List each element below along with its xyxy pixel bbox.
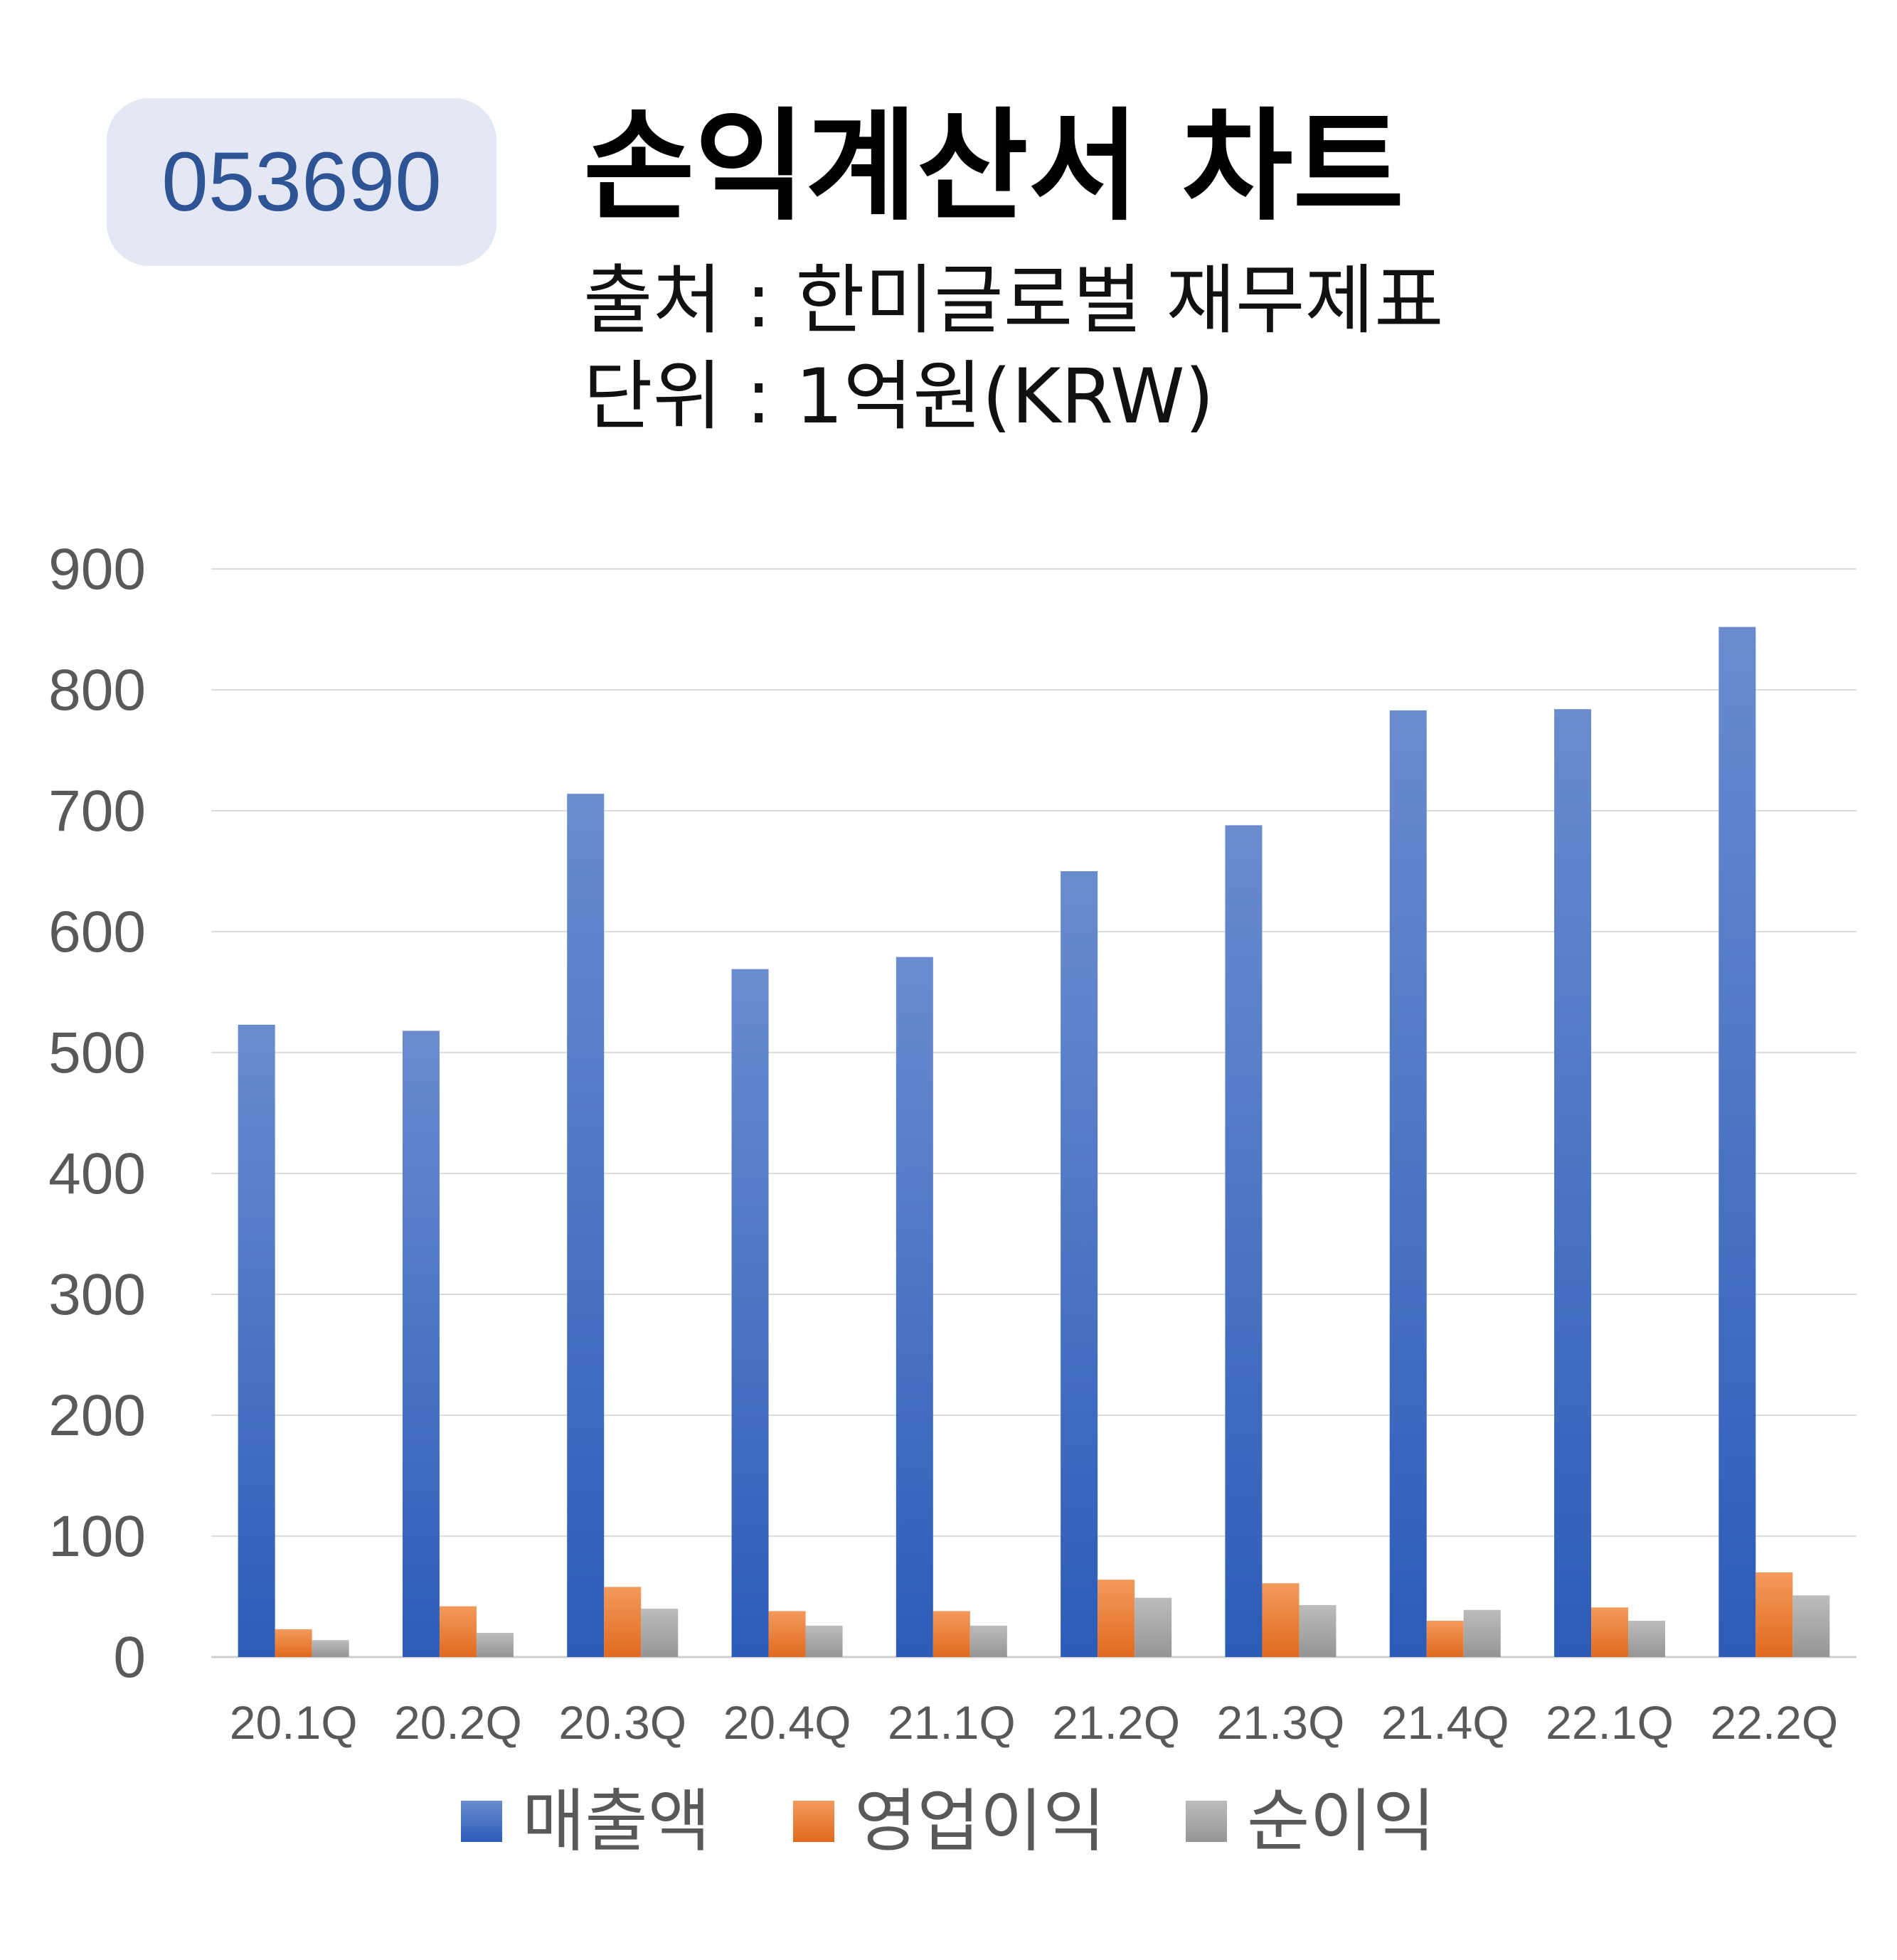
revenue-bar (1389, 710, 1427, 1657)
net-income-bar (641, 1609, 679, 1657)
net-income-bar (1628, 1621, 1666, 1657)
revenue-bar (1718, 627, 1756, 1657)
y-tick-label: 0 (113, 1625, 146, 1690)
ticker-code: 053690 (161, 135, 442, 229)
x-tick-label: 21.3Q (1217, 1696, 1345, 1749)
operating-income-bar (439, 1606, 477, 1657)
net-income-bar (312, 1640, 349, 1657)
unit-text: 단위 : 1억원(KRW) (583, 353, 1215, 440)
x-tick-label: 21.4Q (1381, 1696, 1509, 1749)
net-income-bar (805, 1625, 843, 1657)
revenue-bar (1225, 825, 1263, 1657)
revenue-bar (402, 1030, 440, 1657)
x-tick-label: 20.1Q (230, 1696, 358, 1749)
y-tick-label: 800 (48, 658, 146, 723)
y-tick-label: 100 (48, 1504, 146, 1569)
x-tick-label: 20.4Q (723, 1696, 851, 1749)
legend-label: 매출액 (522, 1781, 711, 1861)
x-tick-label: 22.2Q (1710, 1696, 1838, 1749)
operating-income-bar (1591, 1607, 1629, 1657)
operating-income-bar (1426, 1621, 1464, 1657)
net-income-bar (476, 1633, 514, 1657)
y-tick-label: 500 (48, 1021, 146, 1085)
revenue-bar (896, 957, 933, 1657)
x-tick-label: 21.2Q (1052, 1696, 1180, 1749)
revenue-bar (1061, 871, 1098, 1657)
net-income-bar (1299, 1604, 1337, 1657)
operating-income-bar (1098, 1580, 1135, 1657)
net-income-bar (1463, 1609, 1501, 1657)
x-tick-label: 20.2Q (394, 1696, 522, 1749)
operating-income-bar (1755, 1572, 1793, 1657)
chart-title: 손익계산서 차트 (583, 97, 1404, 238)
legend-label: 영업이익 (854, 1781, 1105, 1861)
net-income-bar (969, 1625, 1007, 1657)
source-text: 출처 : 한미글로벌 재무제표 (583, 257, 1444, 344)
operating-income-bar (1262, 1583, 1300, 1657)
net-income-bar (1135, 1597, 1172, 1657)
legend-swatch (1186, 1801, 1227, 1842)
revenue-bar (1554, 709, 1592, 1658)
y-tick-label: 400 (48, 1141, 146, 1206)
legend-swatch (461, 1801, 502, 1842)
x-tick-label: 22.1Q (1546, 1696, 1674, 1749)
operating-income-bar (275, 1629, 312, 1657)
y-tick-label: 900 (48, 537, 146, 602)
revenue-bar (238, 1024, 275, 1657)
operating-income-bar (604, 1587, 642, 1657)
y-tick-label: 700 (48, 779, 146, 843)
revenue-bar (567, 794, 605, 1657)
legend-swatch (793, 1801, 834, 1842)
revenue-bar (731, 969, 769, 1657)
operating-income-bar (768, 1611, 806, 1657)
x-tick-label: 21.1Q (888, 1696, 1016, 1749)
y-tick-label: 300 (48, 1262, 146, 1327)
y-tick-label: 200 (48, 1383, 146, 1448)
legend-label: 순이익 (1247, 1781, 1435, 1861)
x-tick-label: 20.3Q (558, 1696, 686, 1749)
operating-income-bar (932, 1611, 970, 1657)
ticker-badge: 053690 (107, 98, 496, 266)
y-tick-label: 600 (48, 900, 146, 964)
net-income-bar (1792, 1595, 1830, 1657)
